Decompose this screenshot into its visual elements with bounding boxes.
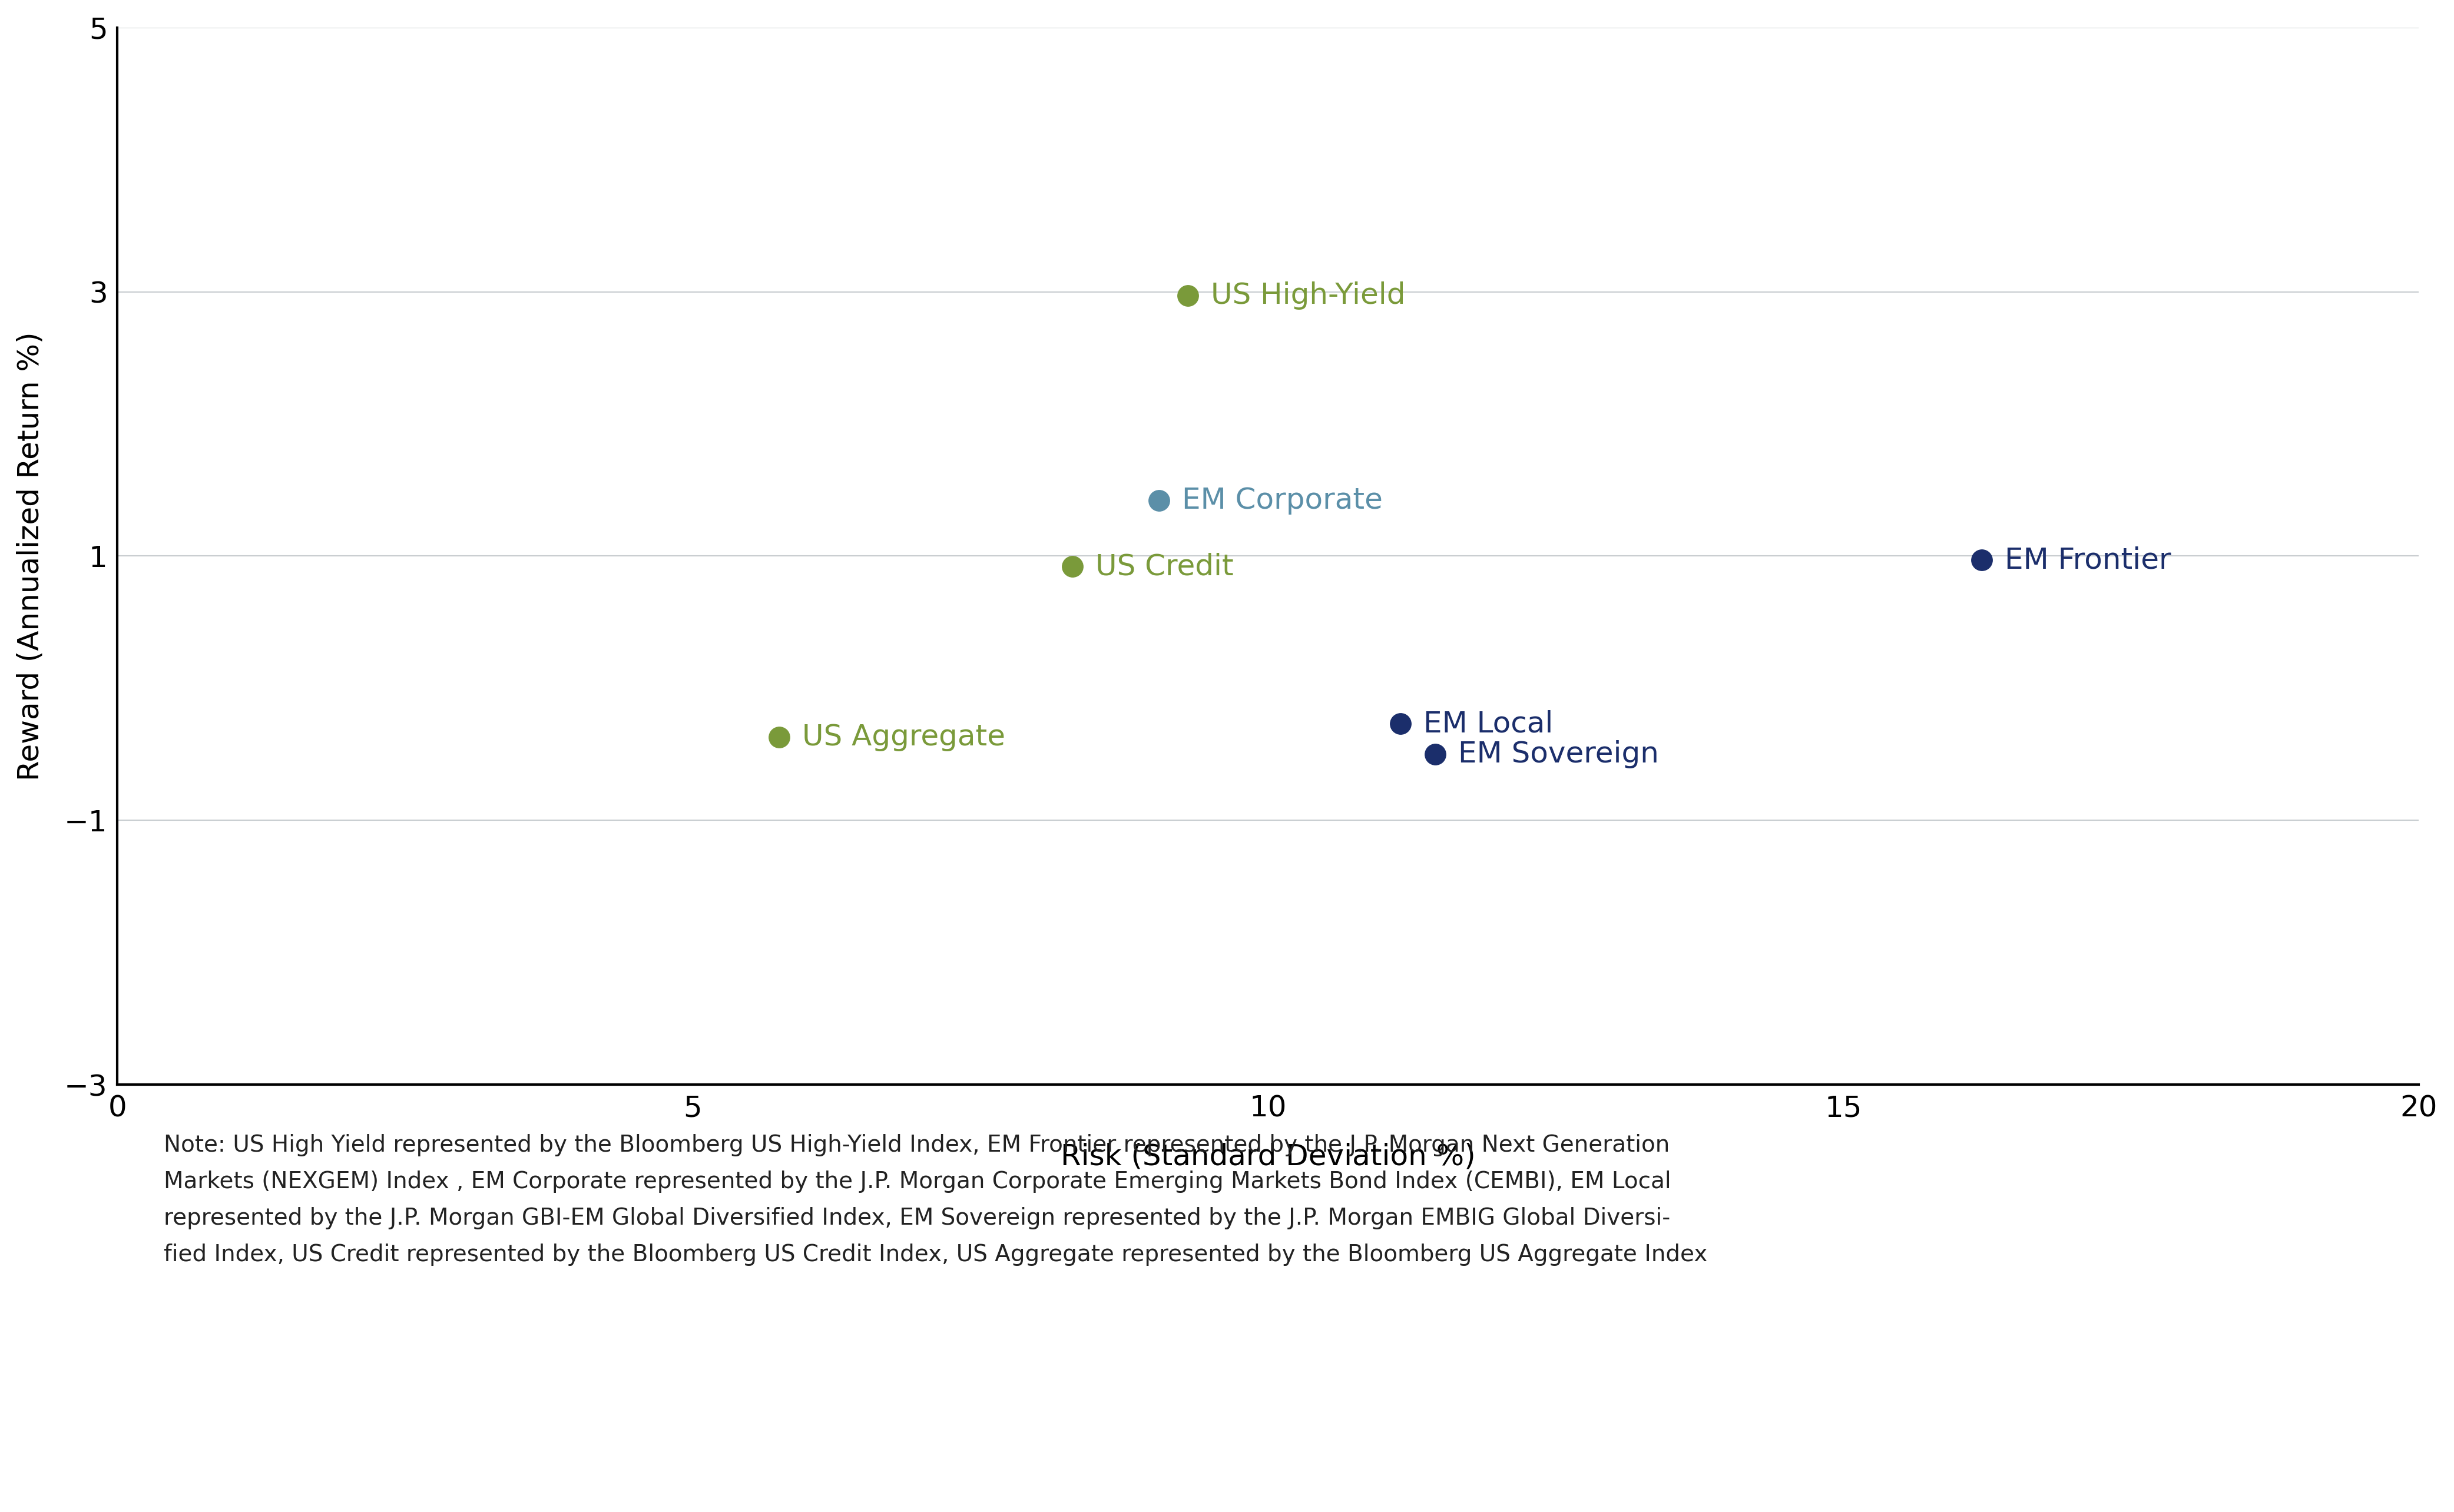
Text: EM Frontier: EM Frontier [2005, 546, 2172, 575]
Point [1139, 488, 1178, 513]
Point [1053, 555, 1092, 579]
Point [1416, 742, 1455, 767]
Text: EM Corporate: EM Corporate [1183, 487, 1382, 514]
X-axis label: Risk (Standard Deviation %): Risk (Standard Deviation %) [1060, 1142, 1475, 1170]
Text: US High-Yield: US High-Yield [1210, 281, 1406, 310]
Text: US Credit: US Credit [1094, 552, 1234, 581]
Point [1382, 712, 1421, 736]
Text: EM Sovereign: EM Sovereign [1458, 739, 1659, 768]
Text: US Aggregate: US Aggregate [802, 723, 1006, 751]
Text: EM Local: EM Local [1423, 709, 1553, 738]
Point [1963, 547, 2002, 572]
Point [758, 724, 798, 748]
Point [1168, 284, 1207, 308]
Y-axis label: Reward (Annualized Return %): Reward (Annualized Return %) [17, 331, 44, 780]
Text: Note: US High Yield represented by the Bloomberg US High-Yield Index, EM Frontie: Note: US High Yield represented by the B… [164, 1134, 1708, 1266]
